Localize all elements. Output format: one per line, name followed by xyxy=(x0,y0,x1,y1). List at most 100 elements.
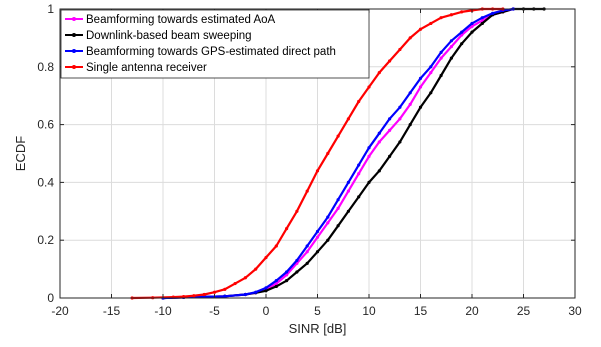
series-point xyxy=(408,102,412,106)
y-axis-label: ECDF xyxy=(13,136,28,171)
series-point xyxy=(315,235,320,239)
series-point xyxy=(470,24,474,28)
series-point xyxy=(388,59,392,63)
series-point xyxy=(233,281,237,286)
series-point xyxy=(264,286,268,290)
series-point xyxy=(480,16,484,20)
series-point xyxy=(336,134,340,138)
series-3 xyxy=(161,7,515,300)
x-tick-label: 5 xyxy=(314,304,321,318)
series-point xyxy=(326,221,330,225)
series-point xyxy=(357,195,361,199)
series-point xyxy=(439,73,443,78)
series-point xyxy=(429,21,433,26)
series-point xyxy=(264,289,268,293)
series-point xyxy=(377,70,381,75)
series-point xyxy=(336,224,340,228)
x-axis-label: SINR [dB] xyxy=(289,321,347,336)
series-point xyxy=(377,140,381,144)
series-point xyxy=(326,238,330,242)
series-point xyxy=(336,206,340,211)
series-4 xyxy=(130,7,505,300)
series-point xyxy=(295,209,299,213)
x-tick-label: 30 xyxy=(568,304,582,318)
series-point xyxy=(305,261,309,265)
series-point xyxy=(326,215,330,219)
series-point xyxy=(357,163,361,167)
x-tick-label: 0 xyxy=(263,304,270,318)
series-point xyxy=(346,209,350,213)
series-point xyxy=(439,50,443,54)
series-point xyxy=(192,294,196,298)
series-point xyxy=(418,76,423,80)
legend-box xyxy=(60,9,370,79)
legend-item: Beamforming towards estimated AoA xyxy=(65,14,276,26)
legend: Beamforming towards estimated AoA Downlin… xyxy=(60,9,370,79)
series-point xyxy=(367,85,371,89)
x-tick-label: 20 xyxy=(465,304,479,318)
series-point xyxy=(388,154,392,158)
series-point xyxy=(367,146,371,150)
series-point xyxy=(336,198,340,202)
series-point xyxy=(295,258,299,263)
series-point xyxy=(182,294,186,299)
series-point xyxy=(357,172,361,176)
series-point xyxy=(377,169,381,173)
series-point xyxy=(223,294,227,298)
x-tick-label: 10 xyxy=(362,304,376,318)
series-point xyxy=(264,255,268,260)
legend-marker xyxy=(72,17,76,21)
series-point xyxy=(408,123,412,127)
series-point xyxy=(491,11,495,15)
series-point xyxy=(367,180,371,184)
legend-label: Beamforming towards GPS-estimated direct… xyxy=(86,46,336,58)
series-point xyxy=(315,229,320,234)
series-point xyxy=(243,292,247,297)
series-point xyxy=(243,276,247,280)
legend-marker xyxy=(72,65,76,69)
x-tick-label: -20 xyxy=(51,304,69,318)
x-tick-label: -10 xyxy=(154,304,172,318)
series-point xyxy=(480,21,484,26)
series-point xyxy=(377,131,381,135)
series-point xyxy=(254,267,258,271)
series-point xyxy=(449,39,453,43)
y-tick-label: 1 xyxy=(47,2,54,16)
x-tick-label: -15 xyxy=(103,304,121,318)
series-point xyxy=(274,279,278,283)
legend-item: Beamforming towards GPS-estimated direct… xyxy=(65,46,336,58)
x-tick-label: 15 xyxy=(414,304,428,318)
series-point xyxy=(449,13,453,17)
series-point xyxy=(429,65,433,69)
series-point xyxy=(346,189,350,193)
series-point xyxy=(285,270,289,274)
series-point xyxy=(418,27,423,31)
legend-label: Downlink-based beam sweeping xyxy=(86,30,252,42)
series-point xyxy=(398,47,402,52)
series-point xyxy=(223,287,227,291)
series-point xyxy=(418,105,423,109)
series-point xyxy=(408,91,412,95)
legend-marker xyxy=(72,49,76,53)
series-layer xyxy=(130,7,546,300)
series-point xyxy=(449,44,453,49)
series-point xyxy=(460,30,464,34)
y-tick-label: 0.2 xyxy=(37,233,54,247)
series-point xyxy=(305,250,309,254)
series-point xyxy=(346,180,350,184)
series-point xyxy=(357,99,361,104)
y-axis-ticks: 0 0.2 0.4 0.6 0.8 1 xyxy=(37,2,575,305)
series-point xyxy=(305,244,309,248)
legend-label: Single antenna receiver xyxy=(86,62,207,74)
series-point xyxy=(398,117,402,121)
series-point xyxy=(315,250,320,254)
series-point xyxy=(470,30,474,34)
series-point xyxy=(429,91,433,95)
series-point xyxy=(274,284,278,289)
legend-item: Downlink-based beam sweeping xyxy=(65,30,252,42)
series-point xyxy=(449,56,453,60)
series-point xyxy=(202,292,206,297)
series-point xyxy=(418,85,423,89)
y-tick-label: 0 xyxy=(47,291,54,305)
